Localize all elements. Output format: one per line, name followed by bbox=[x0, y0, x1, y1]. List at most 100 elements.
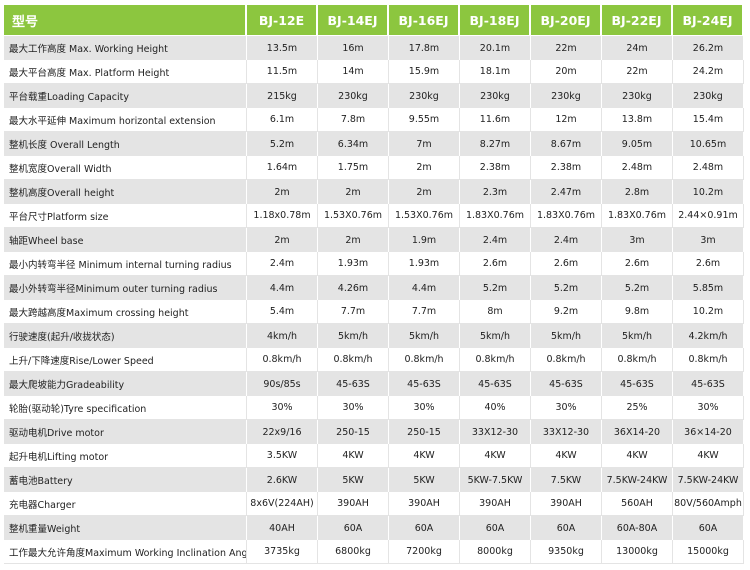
model-name: BJ-18EJ bbox=[460, 5, 531, 35]
spec-value: 8.27m bbox=[460, 132, 531, 156]
spec-value: 250-15 bbox=[318, 420, 389, 444]
spec-value: 4KW bbox=[460, 444, 531, 468]
spec-value: 8x6V(224AH) bbox=[247, 492, 318, 516]
spec-value: 80V/560Amph bbox=[673, 492, 744, 516]
spec-value: 4km/h bbox=[247, 324, 318, 348]
spec-value: 40% bbox=[460, 396, 531, 420]
spec-value: 390AH bbox=[460, 492, 531, 516]
header-title: 型号 bbox=[4, 5, 247, 35]
spec-value: 2.38m bbox=[460, 156, 531, 180]
row-label: 最大平台高度 Max. Platform Height bbox=[4, 60, 247, 84]
spec-value: 250-15 bbox=[389, 420, 460, 444]
spec-value: 24m bbox=[602, 36, 673, 60]
spec-value: 30% bbox=[389, 396, 460, 420]
spec-value: 3m bbox=[673, 228, 744, 252]
spec-value: 5.2m bbox=[247, 132, 318, 156]
spec-value: 15.9m bbox=[389, 60, 460, 84]
spec-value: 1.53X0.76m bbox=[389, 204, 460, 228]
spec-value: 1.93m bbox=[318, 252, 389, 276]
spec-value: 2.44×0.91m bbox=[673, 204, 744, 228]
spec-value: 1.64m bbox=[247, 156, 318, 180]
spec-value: 20.1m bbox=[460, 36, 531, 60]
spec-value: 3735kg bbox=[247, 540, 318, 564]
row-label: 整机长度 Overall Length bbox=[4, 132, 247, 156]
spec-value: 22x9/16 bbox=[247, 420, 318, 444]
spec-value: 7.7m bbox=[389, 300, 460, 324]
spec-value: 90s/85s bbox=[247, 372, 318, 396]
spec-value: 4.26m bbox=[318, 276, 389, 300]
spec-value: 2.4m bbox=[531, 228, 602, 252]
spec-value: 2.6m bbox=[460, 252, 531, 276]
row-label: 最大跨越高度Maximum crossing height bbox=[4, 300, 247, 324]
spec-value: 11.6m bbox=[460, 108, 531, 132]
spec-value: 7.5KW bbox=[531, 468, 602, 492]
spec-value: 9.2m bbox=[531, 300, 602, 324]
spec-value: 230kg bbox=[389, 84, 460, 108]
model-name: BJ-22EJ bbox=[602, 5, 673, 35]
spec-value: 30% bbox=[247, 396, 318, 420]
spec-value: 2.47m bbox=[531, 180, 602, 204]
spec-value: 60A bbox=[318, 516, 389, 540]
spec-value: 230kg bbox=[602, 84, 673, 108]
spec-value: 2.8m bbox=[602, 180, 673, 204]
spec-value: 5.85m bbox=[673, 276, 744, 300]
spec-value: 14m bbox=[318, 60, 389, 84]
spec-value: 4.2km/h bbox=[673, 324, 744, 348]
spec-value: 60A bbox=[673, 516, 744, 540]
row-label: 平台尺寸Platform size bbox=[4, 204, 247, 228]
spec-value: 5.2m bbox=[602, 276, 673, 300]
spec-value: 9.05m bbox=[602, 132, 673, 156]
row-label: 最小内转弯半径 Minimum internal turning radius bbox=[4, 252, 247, 276]
spec-value: 230kg bbox=[531, 84, 602, 108]
spec-value: 5KW-7.5KW bbox=[460, 468, 531, 492]
spec-value: 2.6m bbox=[531, 252, 602, 276]
spec-value: 5km/h bbox=[531, 324, 602, 348]
spec-value: 33X12-30 bbox=[460, 420, 531, 444]
model-name: BJ-20EJ bbox=[531, 5, 602, 35]
spec-value: 36X14-20 bbox=[602, 420, 673, 444]
spec-value: 1.83X0.76m bbox=[602, 204, 673, 228]
spec-value: 5km/h bbox=[318, 324, 389, 348]
spec-value: 4.4m bbox=[247, 276, 318, 300]
spec-value: 4KW bbox=[318, 444, 389, 468]
spec-value: 10.65m bbox=[673, 132, 744, 156]
spec-value: 230kg bbox=[318, 84, 389, 108]
spec-value: 2m bbox=[247, 180, 318, 204]
row-label: 整机宽度Overall Width bbox=[4, 156, 247, 180]
spec-value: 60A-80A bbox=[602, 516, 673, 540]
row-label: 工作最大允许角度Maximum Working Inclination Angl… bbox=[4, 540, 247, 564]
spec-value: 4KW bbox=[389, 444, 460, 468]
row-label: 起升电机Lifting motor bbox=[4, 444, 247, 468]
spec-value: 2.6m bbox=[602, 252, 673, 276]
spec-value: 230kg bbox=[460, 84, 531, 108]
spec-value: 2.38m bbox=[531, 156, 602, 180]
spec-value: 5km/h bbox=[602, 324, 673, 348]
spec-value: 3.5KW bbox=[247, 444, 318, 468]
spec-value: 30% bbox=[318, 396, 389, 420]
spec-value: 10.2m bbox=[673, 300, 744, 324]
spec-value: 4.4m bbox=[389, 276, 460, 300]
spec-value: 45-63S bbox=[673, 372, 744, 396]
spec-value: 1.93m bbox=[389, 252, 460, 276]
spec-value: 45-63S bbox=[318, 372, 389, 396]
spec-value: 7.5KW-24KW bbox=[602, 468, 673, 492]
spec-value: 0.8km/h bbox=[460, 348, 531, 372]
spec-value: 560AH bbox=[602, 492, 673, 516]
spec-value: 1.53X0.76m bbox=[318, 204, 389, 228]
spec-value: 45-63S bbox=[531, 372, 602, 396]
spec-value: 5km/h bbox=[460, 324, 531, 348]
spec-value: 6800kg bbox=[318, 540, 389, 564]
spec-value: 1.83X0.76m bbox=[531, 204, 602, 228]
spec-value: 7.7m bbox=[318, 300, 389, 324]
spec-value: 30% bbox=[673, 396, 744, 420]
spec-value: 4KW bbox=[531, 444, 602, 468]
row-label: 整机高度Overall height bbox=[4, 180, 247, 204]
spec-value: 9350kg bbox=[531, 540, 602, 564]
spec-value: 5KW bbox=[389, 468, 460, 492]
spec-value: 0.8km/h bbox=[531, 348, 602, 372]
spec-value: 0.8km/h bbox=[318, 348, 389, 372]
spec-value: 6.1m bbox=[247, 108, 318, 132]
row-label: 最大水平延伸 Maximum horizontal extension bbox=[4, 108, 247, 132]
spec-value: 215kg bbox=[247, 84, 318, 108]
spec-value: 25% bbox=[602, 396, 673, 420]
